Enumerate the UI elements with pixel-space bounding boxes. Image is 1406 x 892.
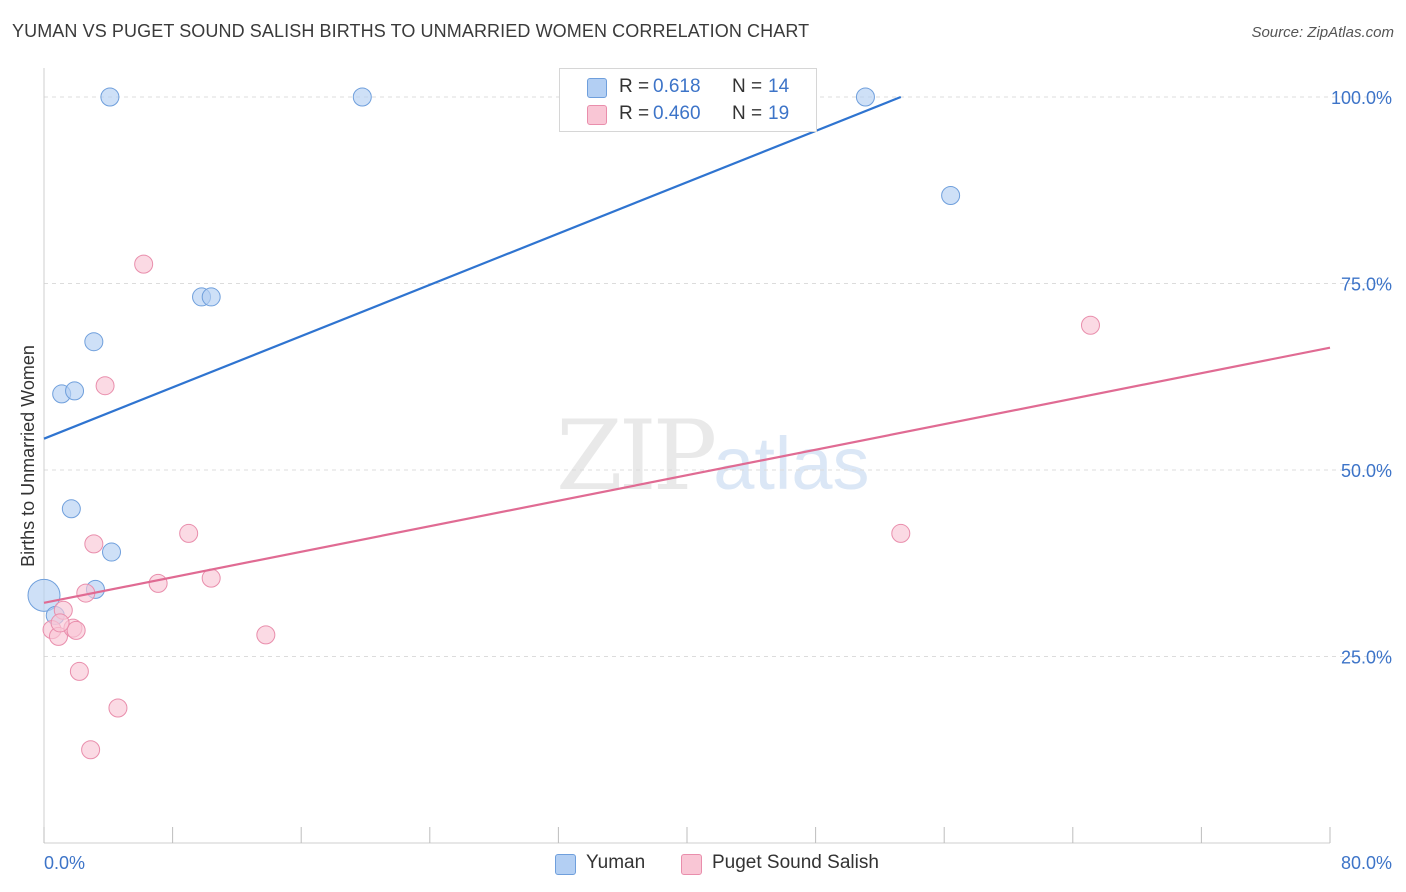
- point-puget-sound-salish: [95, 376, 115, 396]
- point-puget-sound-salish: [69, 661, 89, 681]
- point-yuman: [352, 87, 372, 107]
- point-puget-sound-salish: [108, 698, 128, 718]
- watermark-zip: ZIP: [556, 400, 717, 512]
- point-yuman: [941, 185, 961, 205]
- bottom-legend-swatch-puget-sound-salish: [681, 854, 702, 875]
- legend-r-value: 0.460: [653, 103, 701, 124]
- legend: R = 0.618 N = 14 R = 0.460 N = 19: [559, 68, 817, 132]
- point-puget-sound-salish: [134, 254, 154, 274]
- point-puget-sound-salish: [81, 740, 101, 760]
- point-puget-sound-salish: [1080, 315, 1100, 335]
- source-credit: Source: ZipAtlas.com: [1251, 24, 1394, 41]
- point-yuman: [84, 332, 104, 352]
- point-yuman: [100, 87, 120, 107]
- bottom-legend-label: Puget Sound Salish: [712, 852, 879, 873]
- x-tick-label: 80.0%: [1341, 853, 1392, 873]
- point-yuman: [102, 542, 122, 562]
- point-puget-sound-salish: [891, 523, 911, 543]
- point-puget-sound-salish: [256, 625, 276, 645]
- point-yuman: [61, 499, 81, 519]
- point-puget-sound-salish: [50, 613, 70, 633]
- y-tick-label: 100.0%: [1331, 88, 1392, 108]
- legend-row-puget-sound-salish: R = 0.460 N = 19: [560, 101, 816, 127]
- bottom-legend-swatch-yuman: [555, 854, 576, 875]
- legend-n-label: N =: [732, 76, 763, 97]
- trendline-yuman: [43, 95, 902, 440]
- legend-n-value: 14: [768, 76, 790, 97]
- bottom-legend-label: Yuman: [586, 852, 646, 873]
- legend-swatch-yuman: [587, 78, 607, 98]
- legend-r-label: R =: [619, 76, 650, 97]
- legend-n-label: N =: [732, 103, 763, 124]
- watermark: ZIPatlas: [556, 400, 870, 512]
- x-tick-label: 0.0%: [44, 853, 85, 873]
- point-yuman: [27, 578, 61, 612]
- legend-r-value: 0.618: [653, 76, 701, 97]
- y-tick-label: 75.0%: [1341, 275, 1392, 295]
- point-yuman: [201, 287, 221, 307]
- point-yuman: [855, 87, 875, 107]
- point-puget-sound-salish: [66, 620, 86, 640]
- point-puget-sound-salish: [148, 573, 168, 593]
- chart-title: YUMAN VS PUGET SOUND SALISH BIRTHS TO UN…: [12, 21, 810, 41]
- legend-row-yuman: R = 0.618 N = 14: [560, 74, 816, 100]
- y-axis-label: Births to Unmarried Women: [18, 345, 38, 567]
- point-puget-sound-salish: [179, 523, 199, 543]
- legend-swatch-puget-sound-salish: [587, 105, 607, 125]
- point-yuman: [65, 381, 85, 401]
- legend-n-value: 19: [768, 103, 790, 124]
- point-puget-sound-salish: [84, 534, 104, 554]
- legend-r-label: R =: [619, 103, 650, 124]
- watermark-atlas: atlas: [713, 422, 870, 505]
- y-tick-label: 50.0%: [1341, 461, 1392, 481]
- trendline-puget-sound-salish: [43, 346, 1331, 604]
- y-tick-label: 25.0%: [1341, 648, 1392, 668]
